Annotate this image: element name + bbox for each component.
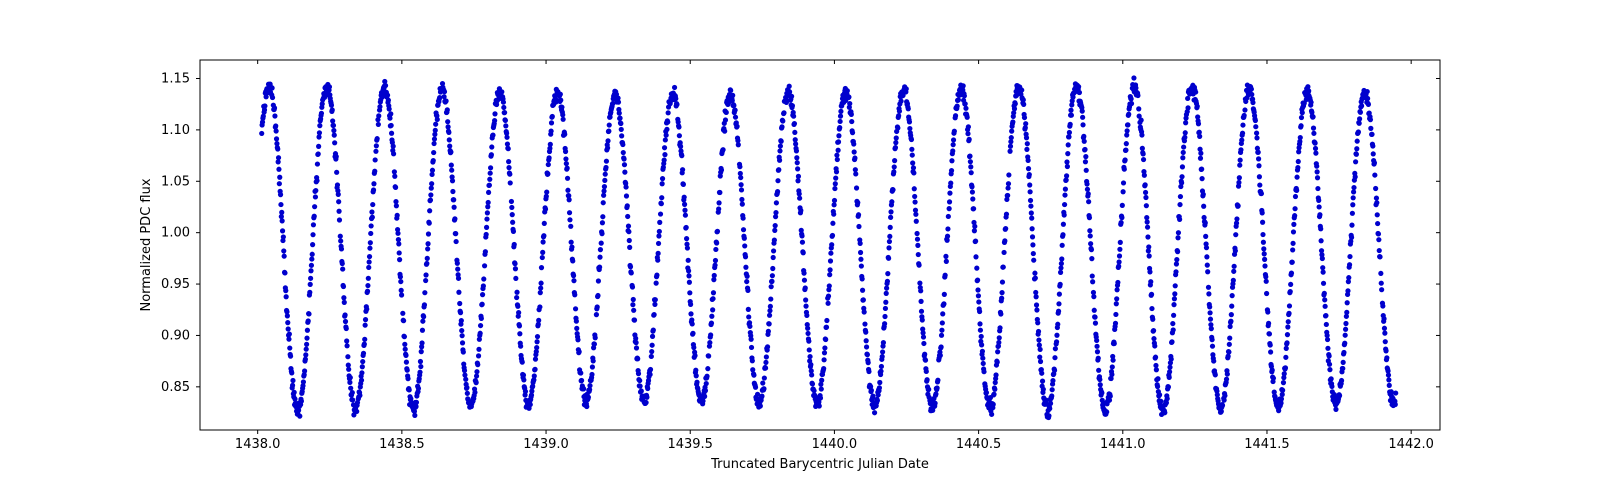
ytick-label: 0.85: [161, 380, 190, 395]
xtick-label: 1439.5: [667, 437, 713, 452]
ytick-label: 1.05: [161, 174, 190, 189]
xtick-label: 1441.0: [1100, 437, 1146, 452]
xtick-label: 1438.0: [235, 437, 281, 452]
xtick-label: 1440.5: [956, 437, 1002, 452]
xtick-label: 1439.0: [523, 437, 569, 452]
y-axis-label: Normalized PDC flux: [139, 178, 154, 311]
ytick-label: 0.90: [161, 328, 190, 343]
ytick-label: 1.15: [161, 72, 190, 87]
ytick-label: 0.95: [161, 277, 190, 292]
lightcurve-chart: 1438.0 1438.5 1439.0 1439.5 1440.0 1440.5 1441…: [0, 0, 1600, 500]
ytick-label: 1.10: [161, 123, 190, 138]
x-axis-label: Truncated Barycentric Julian Date: [710, 457, 929, 472]
xtick-label: 1440.0: [812, 437, 858, 452]
xtick-label: 1438.5: [379, 437, 425, 452]
xtick-label: 1442.0: [1388, 437, 1434, 452]
xtick-label: 1441.5: [1244, 437, 1290, 452]
chart-container: 1438.0 1438.5 1439.0 1439.5 1440.0 1440.5 1441…: [0, 0, 1600, 500]
ytick-label: 1.00: [161, 226, 190, 241]
